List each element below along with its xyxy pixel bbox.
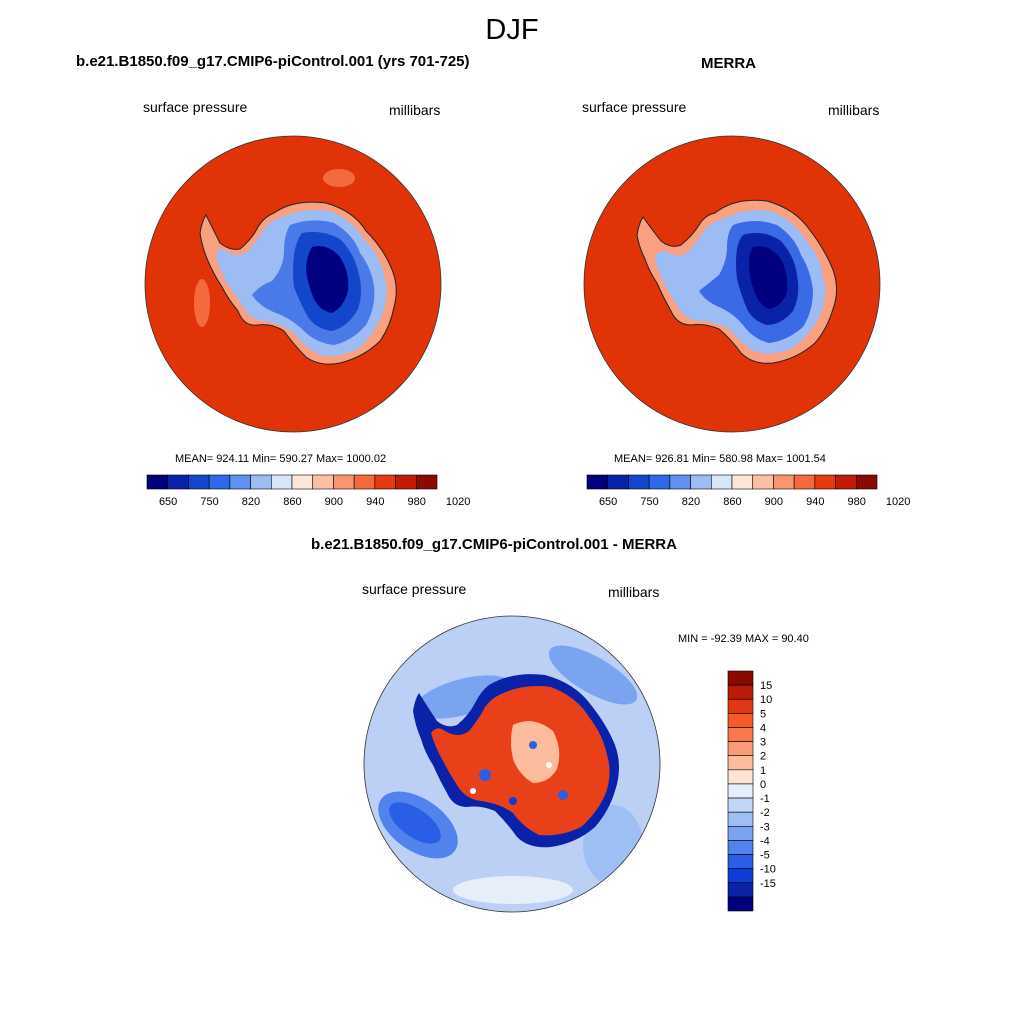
panel2-colorbar-box (648, 474, 671, 490)
panel3-colorbar-label: -10 (760, 864, 776, 876)
panel1-title: b.e21.B1850.f09_g17.CMIP6-piControl.001 … (76, 53, 470, 70)
panel1-colorbar-label: 860 (283, 496, 301, 508)
panel3-colorbar-label: 3 (760, 737, 766, 749)
panel1-colorbar-label: 980 (408, 496, 426, 508)
panel1-colorbar: 650 750 820 860 900 940 980 1020 (146, 474, 470, 508)
panel2-colorbar-box (607, 474, 629, 490)
panel2-colorbar-box (752, 474, 774, 490)
panel3-colorbar-box (727, 755, 754, 771)
panel1-colorbar-box (229, 474, 251, 490)
figure-title: DJF (485, 14, 539, 46)
panel2-colorbar-box (793, 474, 816, 490)
panel3-colorbar-box (727, 727, 754, 742)
panel3-stats: MIN = -92.39 MAX = 90.40 (678, 633, 809, 645)
panel2-colorbar-box (690, 474, 712, 490)
panel3-colorbar-label: 4 (760, 722, 766, 734)
panel1-variable-label: surface pressure (143, 99, 248, 115)
panel3-colorbar-box (727, 769, 754, 785)
panel1-colorbar-box (208, 474, 231, 490)
panel3-colorbar-box (727, 684, 754, 700)
panel2-map (583, 135, 881, 433)
panel3-colorbar-box (727, 741, 754, 757)
panel3-colorbar-box (727, 882, 754, 898)
panel2-colorbar-box (669, 474, 691, 490)
panel2-colorbar-label: 980 (848, 496, 866, 508)
panel3-variable-label: surface pressure (362, 581, 467, 597)
panel2-colorbar-label: 750 (640, 496, 658, 508)
panel3-colorbar-label: 10 (760, 694, 772, 706)
panel3-colorbar-box (727, 713, 754, 728)
panel3-colorbar-label: 1 (760, 765, 766, 777)
panel3-title: b.e21.B1850.f09_g17.CMIP6-piControl.001 … (311, 536, 677, 553)
panel3-colorbar-box (727, 840, 754, 855)
panel1-colorbar-box (374, 474, 396, 490)
panel3-colorbar-label: 0 (760, 779, 766, 791)
panel1-colorbar-box (395, 474, 417, 490)
panel2-colorbar-box (710, 474, 733, 490)
panel1-colorbar-label: 650 (159, 496, 177, 508)
panel1-colorbar-box (146, 474, 169, 490)
panel2-colorbar-label: 1020 (886, 496, 910, 508)
panel3-colorbar-box (727, 896, 754, 912)
panel3-colorbar-box (727, 670, 754, 686)
panel3-colorbar-label: 5 (760, 708, 766, 720)
panel1-colorbar-label: 750 (200, 496, 218, 508)
panel1-stats: MEAN= 924.11 Min= 590.27 Max= 1000.02 (175, 453, 387, 465)
panel1-colorbar-label: 1020 (446, 496, 470, 508)
panel2-colorbar-box (586, 474, 609, 490)
panel1-colorbar-box (353, 474, 376, 490)
panel2-colorbar: 650 750 820 860 900 940 980 1020 (586, 474, 910, 508)
panel3-colorbar-box (727, 797, 754, 813)
panel1-colorbar-label: 940 (366, 496, 384, 508)
panel1-colorbar-box (270, 474, 293, 490)
panel1-colorbar-box (312, 474, 334, 490)
panel3-colorbar-label: 2 (760, 751, 766, 763)
panel1-colorbar-box (333, 474, 355, 490)
panel2-colorbar-label: 940 (806, 496, 824, 508)
panel2-title: MERRA (701, 55, 756, 72)
panel2-colorbar-box (628, 474, 650, 490)
panel3-colorbar-box (727, 854, 754, 869)
panel1-units-label: millibars (389, 102, 441, 118)
panel1-colorbar-box (415, 474, 438, 490)
panel2-colorbar-label: 820 (682, 496, 700, 508)
panel2-colorbar-box (814, 474, 836, 490)
panel3-colorbar-box (727, 811, 754, 827)
panel3-colorbar-box (727, 783, 754, 799)
panel1-colorbar-box (167, 474, 189, 490)
panel1-colorbar-label: 900 (325, 496, 343, 508)
panel1-colorbar-box (250, 474, 272, 490)
panel2-units-label: millibars (828, 102, 880, 118)
panel3-units-label: millibars (608, 584, 660, 600)
panel1-colorbar-box (188, 474, 210, 490)
panel2-stats: MEAN= 926.81 Min= 580.98 Max= 1001.54 (614, 453, 826, 465)
panel2-colorbar-box (731, 474, 754, 490)
panel3-colorbar-label: -3 (760, 821, 770, 833)
panel3-colorbar-label: -1 (760, 793, 770, 805)
panel2-colorbar-label: 650 (599, 496, 617, 508)
panel1-map (144, 135, 442, 433)
panel2-colorbar-label: 900 (765, 496, 783, 508)
panel3-colorbar-label: -15 (760, 878, 776, 890)
panel1-colorbar-label: 820 (242, 496, 260, 508)
panel2-colorbar-box (855, 474, 878, 490)
panel3-colorbar-label: -4 (760, 835, 770, 847)
panel3-colorbar-label: -2 (760, 807, 770, 819)
panel2-colorbar-box (835, 474, 857, 490)
panel3-colorbar-box (727, 825, 754, 841)
panel3-colorbar-label: -5 (760, 850, 770, 862)
panel2-colorbar-box (773, 474, 795, 490)
panel3-colorbar-box (727, 698, 754, 714)
panel2-colorbar-label: 860 (723, 496, 741, 508)
panel3-colorbar-box (727, 868, 754, 884)
panel2-variable-label: surface pressure (582, 99, 687, 115)
panel1-colorbar-box (291, 474, 314, 490)
panel3-colorbar-label: 15 (760, 680, 772, 692)
panel3-map (363, 615, 661, 913)
